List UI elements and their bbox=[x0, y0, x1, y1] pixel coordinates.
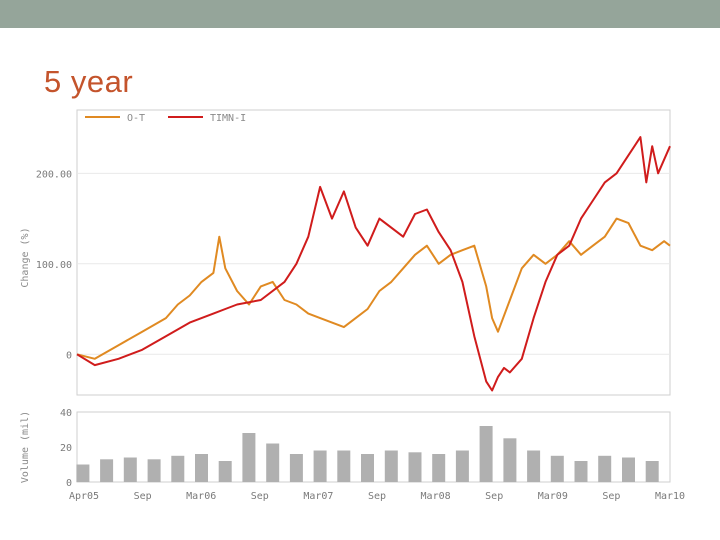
volume-bar bbox=[242, 433, 256, 482]
main-plot-frame bbox=[76, 109, 671, 396]
legend-label: O-T bbox=[127, 113, 145, 124]
volume-bar bbox=[100, 459, 114, 483]
volume-bar bbox=[622, 457, 635, 482]
volume-bar bbox=[503, 438, 517, 483]
series-line-timn-i bbox=[76, 136, 671, 392]
volume-bar bbox=[598, 455, 612, 483]
volume-bar bbox=[432, 454, 446, 482]
volume-bar bbox=[455, 450, 469, 482]
x-tick-label: Mar09 bbox=[538, 491, 568, 502]
volume-bar bbox=[313, 450, 327, 482]
x-tick-label: Mar08 bbox=[421, 491, 451, 502]
volume-bar bbox=[550, 455, 564, 483]
volume-bar bbox=[408, 452, 422, 483]
volume-bar bbox=[479, 426, 493, 482]
slide-title: 5 year bbox=[44, 64, 134, 99]
volume-bar bbox=[289, 454, 303, 482]
y-tick-label: 100.00 bbox=[36, 260, 72, 271]
y-tick-label: 200.00 bbox=[36, 169, 72, 180]
volume-bar bbox=[527, 450, 541, 482]
volume-bar bbox=[384, 450, 398, 482]
x-tick-label: Sep bbox=[485, 491, 503, 502]
x-tick-label: Mar10 bbox=[655, 491, 685, 502]
y-axis-label-volume: Volume (mil) bbox=[20, 411, 31, 483]
price-change-plot: 0 100.00 200.00 Change (%) bbox=[20, 109, 671, 396]
x-tick-label: Sep bbox=[251, 491, 269, 502]
x-tick-label: Sep bbox=[134, 491, 152, 502]
volume-y-tick-label: 0 bbox=[66, 478, 72, 489]
x-tick-label: Mar07 bbox=[303, 491, 333, 502]
volume-bar bbox=[76, 464, 90, 482]
x-tick-label: Sep bbox=[368, 491, 386, 502]
series-line-o-t bbox=[76, 217, 671, 360]
volume-bar bbox=[574, 461, 588, 482]
legend-label: TIMN-I bbox=[210, 113, 246, 124]
volume-bar bbox=[171, 455, 185, 483]
volume-bar bbox=[361, 454, 374, 482]
volume-bar bbox=[123, 457, 137, 482]
volume-bar bbox=[266, 443, 280, 482]
volume-bar bbox=[645, 461, 659, 482]
x-tick-label: Sep bbox=[602, 491, 620, 502]
x-tick-label: Apr05 bbox=[69, 491, 99, 502]
volume-bar bbox=[337, 450, 351, 482]
chart-legend: O-T TIMN-I bbox=[85, 113, 246, 124]
volume-bar bbox=[218, 461, 232, 482]
volume-plot: 0 20 40 Volume (mil) Apr05 Sep Mar06 Sep Mar07 Se… bbox=[20, 408, 685, 502]
slide-top-bar bbox=[0, 0, 720, 28]
volume-bar bbox=[147, 459, 161, 483]
volume-y-tick-label: 40 bbox=[60, 408, 72, 419]
y-tick-label: 0 bbox=[66, 350, 72, 361]
x-tick-label: Mar06 bbox=[186, 491, 216, 502]
y-axis-label-change: Change (%) bbox=[20, 227, 31, 287]
volume-y-tick-label: 20 bbox=[60, 443, 72, 454]
volume-bar bbox=[195, 454, 208, 482]
